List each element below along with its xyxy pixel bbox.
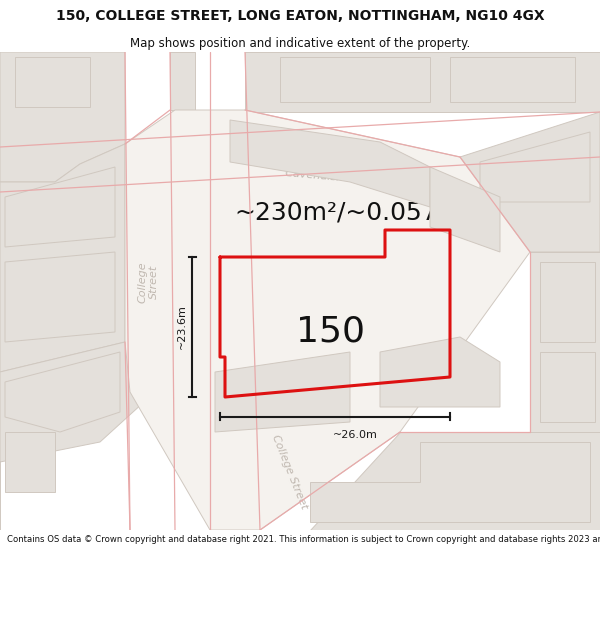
Text: 150, COLLEGE STREET, LONG EATON, NOTTINGHAM, NG10 4GX: 150, COLLEGE STREET, LONG EATON, NOTTING… xyxy=(56,9,544,23)
Polygon shape xyxy=(15,57,90,107)
Polygon shape xyxy=(195,52,260,530)
Text: College Street: College Street xyxy=(271,433,310,511)
Polygon shape xyxy=(230,120,430,207)
Polygon shape xyxy=(170,52,195,110)
Polygon shape xyxy=(530,252,600,432)
Polygon shape xyxy=(5,432,55,492)
Polygon shape xyxy=(450,57,575,102)
Text: Contains OS data © Crown copyright and database right 2021. This information is : Contains OS data © Crown copyright and d… xyxy=(7,535,600,544)
Polygon shape xyxy=(125,110,530,530)
Polygon shape xyxy=(540,262,595,342)
Polygon shape xyxy=(310,442,590,522)
Text: ~230m²/~0.057ac.: ~230m²/~0.057ac. xyxy=(235,200,475,224)
Polygon shape xyxy=(280,57,430,102)
Text: College
Street: College Street xyxy=(137,261,159,302)
Polygon shape xyxy=(5,167,115,247)
Polygon shape xyxy=(0,144,125,372)
Polygon shape xyxy=(0,342,155,530)
Text: Map shows position and indicative extent of the property.: Map shows position and indicative extent… xyxy=(130,38,470,51)
Text: Cavendish Road: Cavendish Road xyxy=(284,168,376,186)
Polygon shape xyxy=(460,112,600,252)
Text: ~26.0m: ~26.0m xyxy=(332,430,377,440)
Polygon shape xyxy=(540,352,595,422)
Text: 150: 150 xyxy=(296,315,365,349)
Polygon shape xyxy=(0,112,600,192)
Polygon shape xyxy=(310,432,600,530)
Text: ~23.6m: ~23.6m xyxy=(177,304,187,349)
Polygon shape xyxy=(430,167,500,252)
Polygon shape xyxy=(5,352,120,432)
Polygon shape xyxy=(215,352,350,432)
Polygon shape xyxy=(380,337,500,407)
Polygon shape xyxy=(5,252,115,342)
Polygon shape xyxy=(0,52,125,182)
Polygon shape xyxy=(125,52,175,530)
Polygon shape xyxy=(480,132,590,202)
Polygon shape xyxy=(245,52,600,112)
